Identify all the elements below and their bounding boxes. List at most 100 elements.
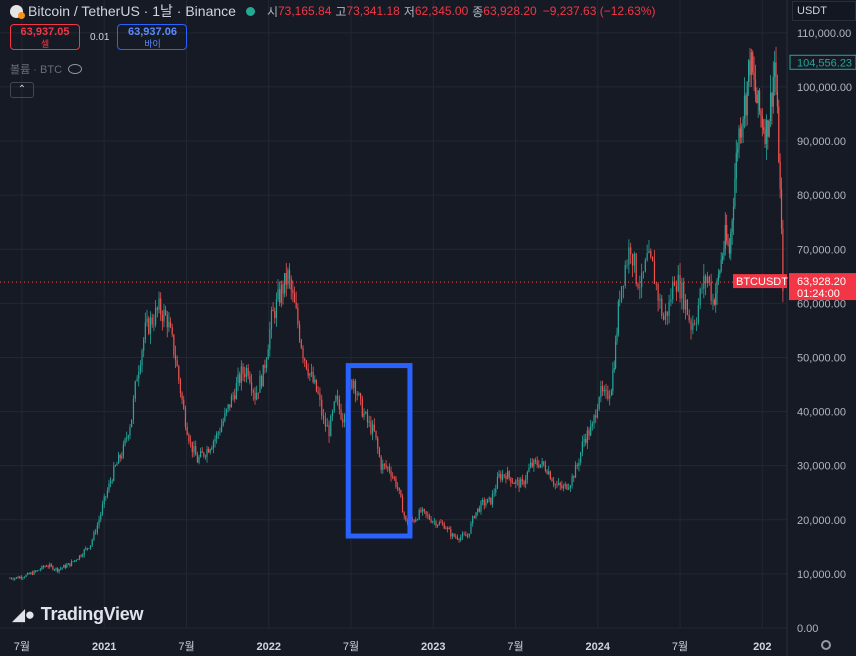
candle-body	[501, 474, 504, 480]
x-tick-label: 202	[753, 641, 771, 653]
candle-body	[493, 492, 495, 494]
candle-body	[83, 549, 85, 556]
candle-body	[466, 536, 469, 537]
candle-body	[232, 395, 234, 397]
candle-body	[615, 341, 617, 369]
candle-body	[705, 275, 707, 284]
y-axis[interactable]: 0.00 10,000.00 20,000.00 30,000.00 40,000.00…	[786, 0, 852, 656]
candle-body	[505, 475, 507, 480]
candle-body	[219, 431, 221, 433]
candle-body	[42, 566, 45, 568]
candle-body	[277, 289, 279, 300]
candle-body	[209, 449, 211, 453]
eye-hidden-icon[interactable]	[68, 64, 83, 74]
candle-body	[428, 515, 431, 520]
y-tick-label: 100,000.00	[797, 82, 852, 94]
candle-body	[80, 555, 82, 557]
candle-body	[739, 128, 741, 138]
candle-body	[401, 497, 404, 513]
candle-body	[622, 285, 624, 287]
candle-body	[127, 435, 129, 438]
candle-body	[74, 560, 76, 562]
candle-body	[470, 523, 472, 534]
candle-body	[387, 467, 389, 468]
open-label: 시	[266, 4, 278, 19]
gear-icon[interactable]	[821, 640, 831, 650]
candle-body	[279, 289, 281, 303]
candle-body	[66, 564, 68, 568]
candle-body	[446, 527, 449, 530]
candle-body	[760, 110, 762, 117]
symbol-header[interactable]: Bitcoin / TetherUS · 1날 · Binance 시 73,16…	[10, 2, 655, 20]
candle-body	[768, 121, 770, 137]
candle-body	[413, 519, 415, 522]
candle-body	[538, 465, 540, 468]
candle-body	[566, 484, 568, 490]
candle-body	[244, 373, 246, 377]
candle-body	[131, 419, 133, 428]
candle-body	[664, 311, 667, 320]
candle-body	[612, 369, 614, 392]
low-label: 저	[403, 4, 415, 19]
candle-body	[626, 264, 628, 266]
candle-body	[526, 471, 528, 480]
currency-selector[interactable]: USDT	[792, 1, 856, 21]
candle-body	[415, 519, 417, 522]
candle-body	[61, 567, 63, 569]
candle-body	[111, 480, 113, 482]
symbol-title[interactable]: Bitcoin / TetherUS · 1날 · Binance	[28, 3, 236, 19]
candle-body	[305, 360, 308, 369]
candle-body	[556, 484, 558, 486]
candle-body	[635, 253, 637, 285]
candle-body	[100, 513, 102, 520]
candle-body	[331, 411, 334, 417]
candle-body	[668, 301, 670, 316]
candle-body	[95, 532, 97, 533]
candle-body	[242, 366, 244, 374]
candle-body	[695, 322, 698, 324]
candle-body	[198, 456, 200, 463]
candle-body	[774, 62, 776, 77]
candle-body	[536, 461, 538, 466]
candle-body	[297, 307, 299, 325]
candle-body	[445, 528, 447, 530]
candle-body	[319, 393, 321, 400]
candle-body	[523, 481, 525, 485]
sell-button[interactable]: 63,937.05 셀	[10, 24, 80, 50]
candle-body	[160, 298, 162, 315]
low-value: 62,345.00	[414, 4, 469, 18]
candle-body	[14, 578, 16, 580]
candle-body	[58, 569, 60, 572]
x-tick-label: 2021	[92, 641, 116, 653]
candle-body	[171, 327, 173, 335]
spread-value: 0.01	[90, 31, 110, 43]
candle-body	[595, 415, 597, 418]
candle-body	[119, 454, 121, 458]
candle-body	[103, 496, 105, 505]
candle-body	[126, 437, 128, 439]
candle-body	[383, 463, 386, 465]
candle-body	[19, 576, 21, 579]
candle-body	[561, 485, 563, 488]
candle-body	[628, 247, 630, 265]
candle-body	[679, 274, 681, 299]
candle-body	[686, 299, 688, 315]
candle-body	[195, 446, 197, 456]
candle-body	[267, 349, 269, 360]
candle-body	[763, 127, 765, 130]
candle-body	[134, 381, 136, 399]
candle-body	[239, 374, 241, 383]
candle-body	[121, 456, 123, 458]
candle-body	[203, 452, 205, 457]
candle-body	[478, 508, 480, 512]
candle-body	[653, 261, 656, 285]
candle-body	[295, 302, 297, 308]
x-axis[interactable]: 7월 2021 7월 2022 7월 2023 7월 2024 7월 202	[14, 640, 772, 653]
volume-legend[interactable]: 볼륨 · BTC	[10, 61, 83, 77]
candle-body	[450, 529, 452, 537]
candle-body	[666, 311, 668, 316]
buy-button[interactable]: 63,937.06 바이	[117, 24, 188, 50]
collapse-legend-button[interactable]: ⌃	[10, 82, 34, 98]
